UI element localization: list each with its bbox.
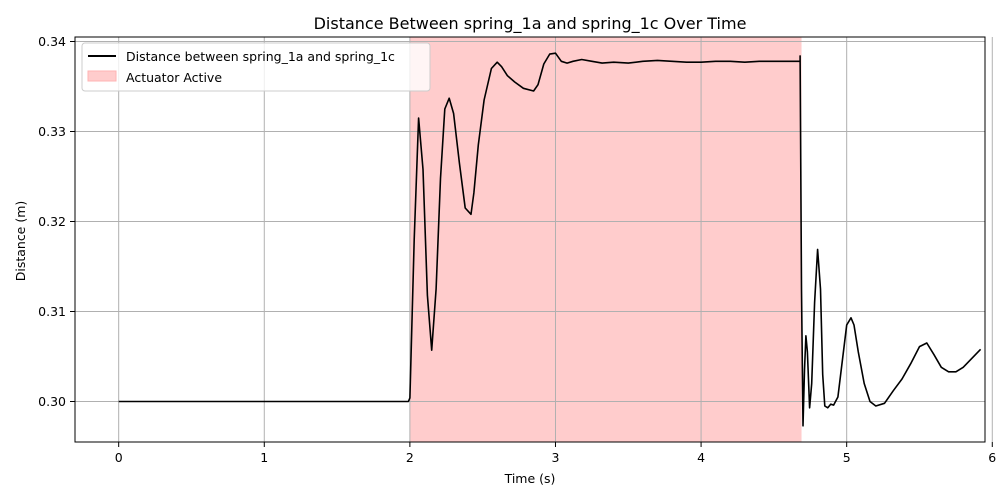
- y-tick-label-1: 0.31: [38, 304, 66, 319]
- plot-area: 0 1 2 3 4 5 6 0.30 0.31 0.32 0.33 0.34: [38, 34, 996, 465]
- y-tick-label-4: 0.34: [38, 34, 66, 49]
- y-tick-label-0: 0.30: [38, 394, 66, 409]
- legend-label-actuator: Actuator Active: [126, 70, 222, 85]
- x-tick-label-3: 3: [552, 450, 560, 465]
- legend-label-distance: Distance between spring_1a and spring_1c: [126, 49, 395, 64]
- series-line-0: [118, 52, 982, 427]
- x-tick-label-5: 5: [843, 450, 851, 465]
- actuator-active-region: [409, 37, 802, 442]
- plot-frame: [74, 36, 986, 443]
- x-axis-label: Time (s): [504, 471, 556, 486]
- x-tick-label-2: 2: [406, 450, 414, 465]
- legend-box: [81, 42, 431, 92]
- y-tick-label-3: 0.33: [38, 124, 66, 139]
- x-tick-label-6: 6: [988, 450, 996, 465]
- legend-shade-swatch: [87, 70, 117, 82]
- x-tick-label-1: 1: [260, 450, 268, 465]
- y-tick-label-2: 0.32: [38, 214, 66, 229]
- chart-title: Distance Between spring_1a and spring_1c…: [314, 14, 747, 34]
- x-tick-label-0: 0: [115, 450, 123, 465]
- x-tick-label-4: 4: [697, 450, 705, 465]
- legend: Distance between spring_1a and spring_1c…: [81, 42, 431, 92]
- y-axis-label: Distance (m): [13, 201, 28, 282]
